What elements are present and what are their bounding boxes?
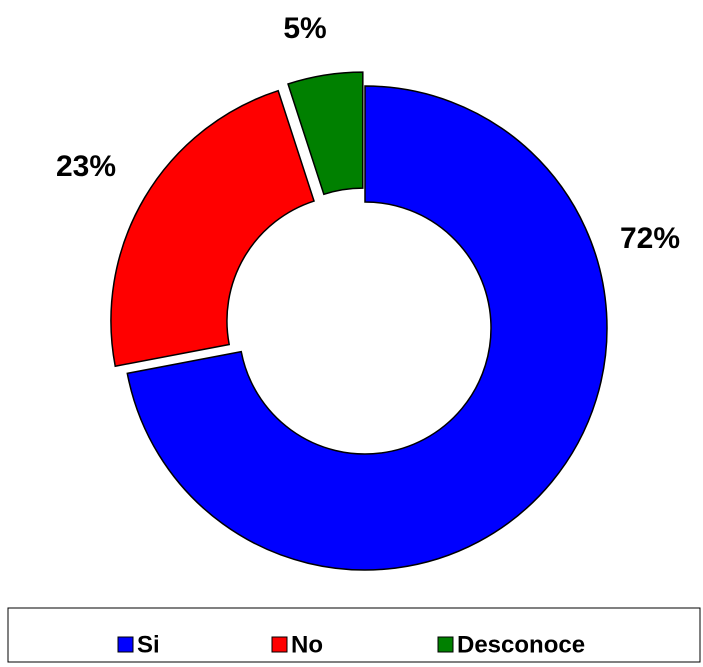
legend-swatch [437,636,454,653]
donut-slice [110,89,315,368]
legend-box [7,607,701,663]
legend-label: Si [137,631,160,658]
legend-swatch [271,636,288,653]
legend-swatch [117,636,134,653]
data-label: 5% [283,12,326,45]
legend-label: No [291,631,323,658]
donut-slice [126,85,608,571]
data-label: 72% [620,222,680,255]
data-label: 23% [56,150,116,183]
legend-label: Desconoce [457,631,585,658]
donut-slice [287,71,364,196]
